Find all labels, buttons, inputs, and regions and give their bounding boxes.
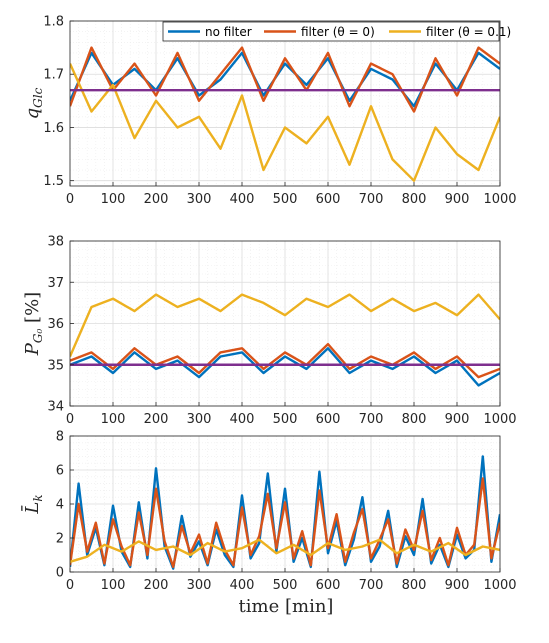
- series-lines: [70, 293, 500, 387]
- y-tick-label: 1.6: [43, 121, 64, 136]
- x-tick-label: 900: [445, 412, 470, 427]
- y-tick-label: 1.5: [43, 174, 64, 189]
- series-line-filter-01: [70, 63, 500, 182]
- subplot-2: 0 100 200 300 400 500 600 700 800 900 1000 34 35 36 37…: [22, 235, 517, 428]
- x-tick-label: 800: [402, 412, 427, 427]
- y-tick-label: 36: [47, 317, 64, 332]
- y-tick-label: 35: [47, 358, 64, 373]
- legend: no filter filter (θ = 0) filter (θ = 0.1): [162, 21, 511, 42]
- y-tick-label: 34: [47, 400, 64, 415]
- series-line-filter-01: [70, 293, 500, 357]
- series-line-filter-0: [70, 342, 500, 379]
- x-tick-label: 100: [101, 412, 126, 427]
- x-tick-label: 100: [101, 578, 126, 593]
- series-line-filter-01: [70, 538, 500, 563]
- x-tick-label: 700: [359, 412, 384, 427]
- y-tick-label: 1.8: [43, 15, 64, 30]
- y-axis-label: L̄k: [20, 494, 45, 514]
- x-tick-label: 700: [359, 192, 384, 207]
- x-tick-label: 600: [316, 578, 341, 593]
- x-tick-label: 0: [66, 412, 74, 427]
- x-tick-label: 800: [402, 578, 427, 593]
- y-tick-label: 0: [56, 566, 64, 581]
- x-tick-label: 300: [187, 192, 212, 207]
- x-tick-label: 800: [402, 192, 427, 207]
- x-tick-label: 100: [101, 192, 126, 207]
- x-tick-label: 500: [273, 578, 298, 593]
- y-tick-label: 8: [56, 430, 64, 445]
- series-line-no-filter: [70, 347, 500, 387]
- series-lines: [70, 46, 500, 182]
- x-tick-label: 500: [273, 192, 298, 207]
- x-tick-label: 300: [187, 412, 212, 427]
- legend-label: filter (θ = 0.1): [426, 25, 511, 39]
- x-tick-label: 300: [187, 578, 212, 593]
- x-tick-label: 600: [316, 412, 341, 427]
- x-tick-label: 1000: [483, 412, 516, 427]
- y-tick-label: 38: [47, 235, 64, 250]
- y-tick-label: 37: [47, 276, 64, 291]
- subplot-3: 0 100 200 300 400 500 600 700 800 900 1000 0 2 4 6 8 L̄k: [20, 430, 517, 594]
- x-tick-label: 1000: [483, 192, 516, 207]
- y-tick-label: 6: [56, 464, 64, 479]
- y-tick-label: 1.7: [43, 68, 64, 83]
- x-tick-label: 400: [230, 192, 255, 207]
- legend-label: no filter: [205, 25, 252, 39]
- series-line-filter-0: [70, 477, 500, 569]
- x-tick-label: 400: [230, 578, 255, 593]
- x-tick-label: 200: [144, 578, 169, 593]
- series-line-filter-0: [70, 46, 500, 113]
- x-tick-label: 500: [273, 412, 298, 427]
- legend-label: filter (θ = 0): [301, 25, 375, 39]
- legend-box: [162, 21, 500, 42]
- x-tick-label: 700: [359, 578, 384, 593]
- x-tick-label: 1000: [483, 578, 516, 593]
- y-axis-label: PG₀ [%]: [22, 292, 45, 356]
- y-tick-label: 4: [56, 498, 64, 513]
- x-axis-label: time [min]: [239, 596, 334, 617]
- series-lines: [70, 455, 500, 570]
- x-tick-label: 900: [445, 192, 470, 207]
- x-tick-label: 200: [144, 192, 169, 207]
- x-tick-label: 200: [144, 412, 169, 427]
- x-tick-label: 600: [316, 192, 341, 207]
- y-tick-label: 2: [56, 532, 64, 547]
- x-tick-label: 0: [66, 578, 74, 593]
- x-tick-label: 900: [445, 578, 470, 593]
- y-axis-label: qGlc: [22, 87, 45, 119]
- subplot-1: 0 100 200 300 400 500 600 700 800 900 1000 1.5 1.6 1.…: [22, 15, 517, 208]
- x-tick-label: 0: [66, 192, 74, 207]
- x-tick-label: 400: [230, 412, 255, 427]
